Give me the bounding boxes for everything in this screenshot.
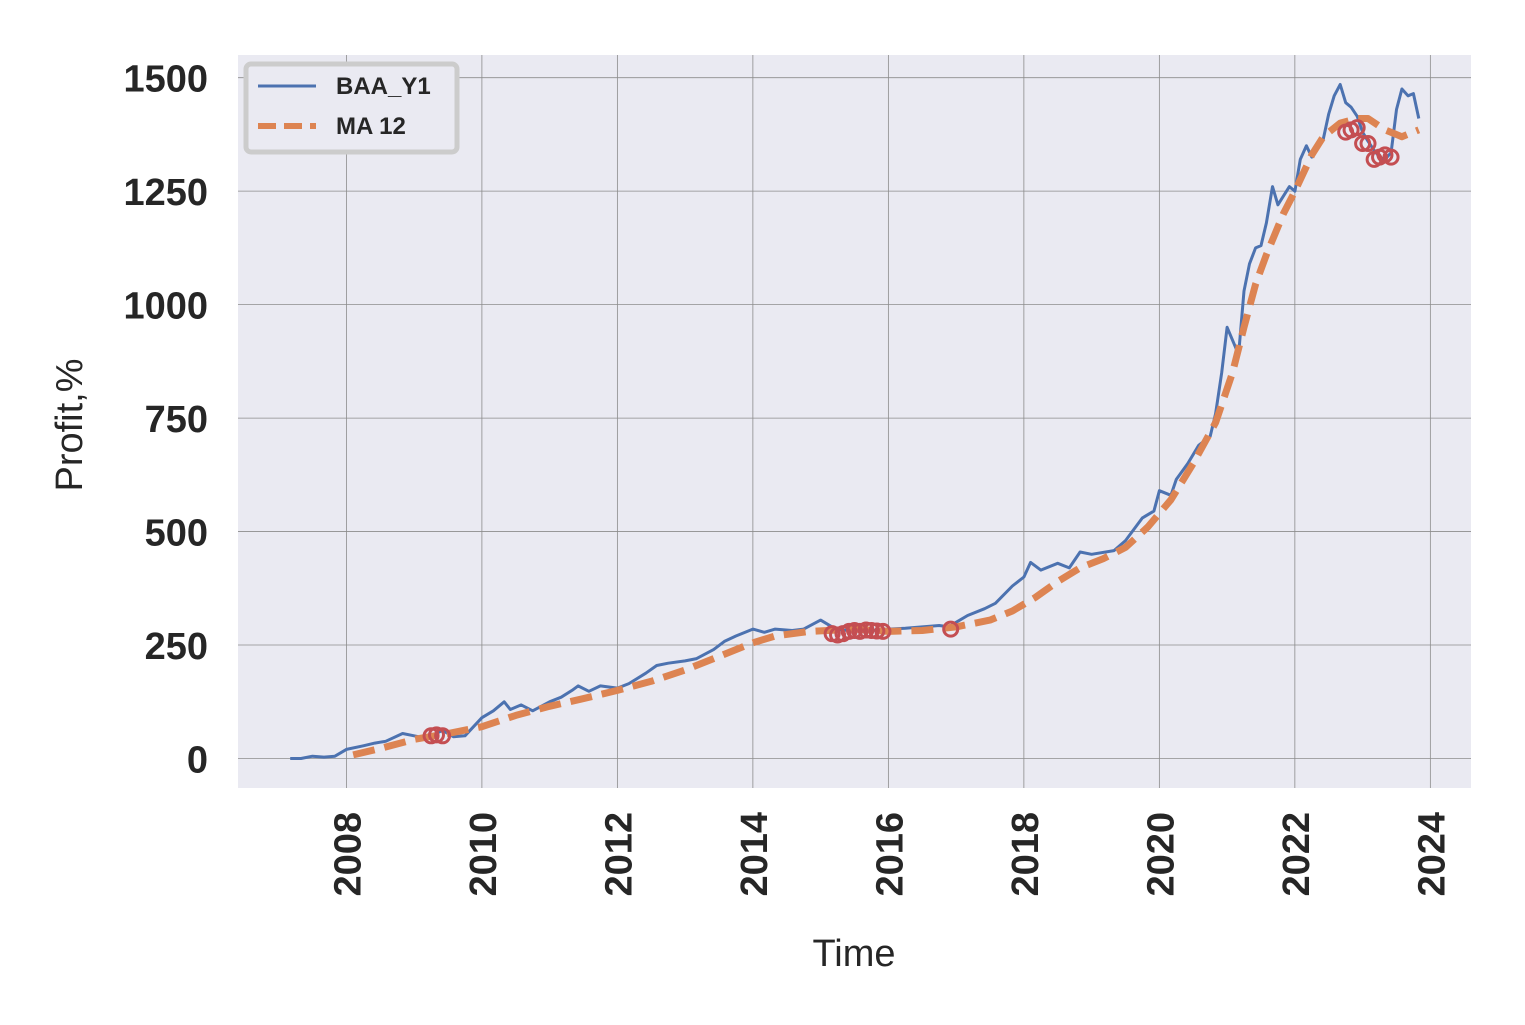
- signal-marker: [1359, 135, 1377, 153]
- x-tick-label: 2020: [1140, 812, 1182, 897]
- x-axis-label: Time: [812, 933, 895, 975]
- legend: BAA_Y1 MA 12: [243, 61, 460, 155]
- signal-marker: [942, 620, 960, 638]
- x-tick-label: 2016: [869, 812, 911, 897]
- x-tick-labels: 2008 2010 2012 2014 2016 2018 2020 2022 2024: [327, 812, 1453, 897]
- x-tick-label: 2012: [598, 812, 640, 897]
- grid: [238, 55, 1471, 788]
- x-tick-label: 2010: [463, 812, 505, 897]
- signal-marker: [1382, 148, 1400, 166]
- x-tick-label: 2022: [1276, 812, 1318, 897]
- signal-marker: [427, 726, 445, 744]
- y-tick-label: 750: [145, 399, 208, 441]
- x-tick-label: 2008: [327, 812, 369, 897]
- legend-label-baa-y1: BAA_Y1: [336, 73, 431, 100]
- plot-area: [238, 55, 1471, 788]
- x-tick-label: 2014: [734, 812, 776, 897]
- signal-marker: [1348, 119, 1366, 137]
- signal-marker: [434, 727, 452, 745]
- y-axis-label: Profit,%: [49, 358, 91, 491]
- x-tick-label: 2018: [1005, 812, 1047, 897]
- signal-marker: [874, 622, 892, 640]
- y-tick-label: 500: [145, 513, 208, 555]
- y-tick-label: 1250: [123, 172, 208, 214]
- y-tick-label: 1000: [123, 286, 208, 328]
- y-tick-labels: 0 250 500 750 1000 1250 1500: [123, 59, 208, 782]
- series-layer: [290, 83, 1421, 760]
- series-line-ma-12: [352, 115, 1421, 759]
- signal-marker: [868, 622, 886, 640]
- y-tick-label: 1500: [123, 59, 208, 101]
- signal-marker: [1354, 135, 1372, 153]
- y-tick-label: 0: [187, 739, 208, 781]
- legend-label-ma-12: MA 12: [336, 113, 406, 140]
- marker-layer: [422, 119, 1400, 745]
- x-tick-label: 2024: [1411, 812, 1453, 897]
- y-tick-label: 250: [145, 626, 208, 668]
